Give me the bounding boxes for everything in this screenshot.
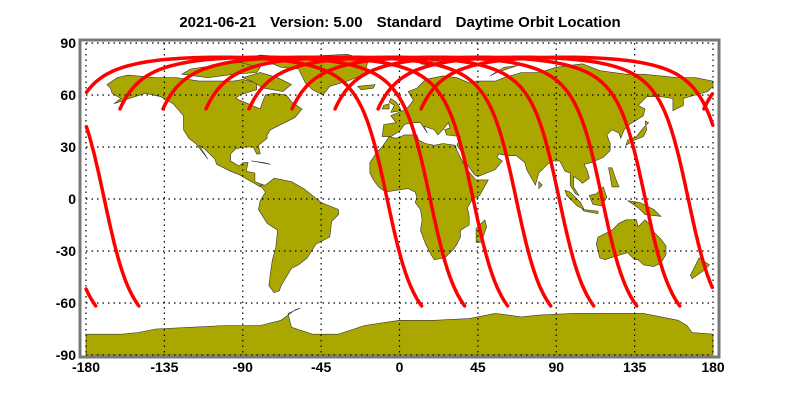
landmass: [388, 98, 402, 113]
x-tick-label: -45: [311, 359, 331, 375]
orbit-track: [376, 55, 715, 290]
y-tick-label: 0: [68, 191, 76, 207]
title-product: Standard: [376, 14, 442, 31]
chart-title: 2021-06-21 Version: 5.00 Standard Daytime O…: [0, 14, 800, 31]
landmass: [581, 209, 599, 215]
y-tick-label: -60: [56, 295, 76, 311]
orbit-track: [84, 287, 98, 308]
x-tick-label: 45: [470, 359, 486, 375]
landmass: [608, 167, 620, 188]
landmass: [564, 189, 585, 211]
y-tick-label: 60: [60, 87, 76, 103]
x-tick-label: 0: [396, 359, 404, 375]
landmass: [258, 177, 339, 293]
orbit-track: [118, 55, 467, 308]
x-tick-label: 135: [623, 359, 647, 375]
orbit-track: [247, 55, 596, 308]
x-tick-label: 180: [701, 359, 725, 375]
orbit-track: [161, 55, 510, 308]
plot-frame: [78, 38, 721, 359]
landmass: [357, 84, 376, 91]
x-tick-label: -135: [150, 359, 178, 375]
y-tick-labels: 90 60 30 0 -30 -60 -90: [56, 35, 76, 363]
title-version: Version: 5.00: [270, 14, 363, 31]
x-tick-label: -180: [72, 359, 100, 375]
y-tick-label: 90: [60, 35, 76, 51]
y-tick-label: -30: [56, 243, 76, 259]
x-tick-labels: -180 -135 -90 -45 0 45 90 135 180: [72, 359, 725, 375]
title-label: Daytime Orbit Location: [455, 14, 621, 31]
landmass: [627, 200, 662, 217]
y-tick-label: -90: [56, 347, 76, 363]
orbit-track: [333, 55, 682, 308]
grid-layer: [85, 42, 714, 356]
landmass: [85, 307, 714, 356]
landmass: [251, 160, 271, 165]
orbit-track: [419, 55, 715, 127]
orbit-track: [84, 124, 141, 308]
x-tick-label: -90: [233, 359, 253, 375]
landmass: [538, 180, 543, 190]
x-tick-label: 90: [548, 359, 564, 375]
landmass: [381, 103, 390, 110]
orbit-tracks: [84, 55, 715, 308]
orbit-track: [290, 55, 639, 308]
landmass: [106, 74, 303, 188]
y-tick-label: 30: [60, 139, 76, 155]
title-date: 2021-06-21: [179, 14, 257, 31]
orbit-track: [204, 55, 553, 308]
